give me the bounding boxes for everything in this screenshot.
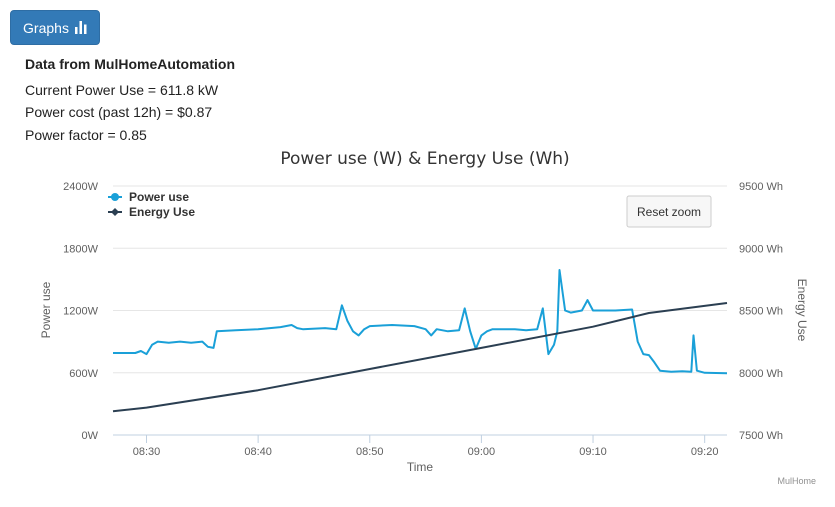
reset-zoom-label: Reset zoom	[637, 205, 701, 219]
legend-label-power-use: Power use	[129, 190, 189, 204]
y-left-tick-label: 0W	[82, 430, 99, 442]
graphs-button-label: Graphs	[23, 19, 69, 36]
y-right-tick-label: 8000 Wh	[739, 368, 783, 380]
x-axis-title: Time	[407, 460, 434, 474]
x-tick-label: 09:10	[579, 446, 607, 458]
power-cost-text: Power cost (past 12h) = $0.87	[25, 104, 213, 120]
y-right-tick-label: 9000 Wh	[739, 243, 783, 255]
chart-legend: Power use Energy Use	[108, 190, 195, 219]
x-tick-label: 09:20	[691, 446, 719, 458]
y-right-tick-label: 7500 Wh	[739, 430, 783, 442]
y-left-axis-title: Power use	[39, 281, 53, 338]
graphs-button[interactable]: Graphs	[10, 10, 100, 45]
reset-zoom-button[interactable]: Reset zoom	[626, 195, 712, 228]
chart-credit[interactable]: MulHome	[777, 476, 816, 486]
y-left-axis: 0W 600W 1200W 1800W 2400W	[63, 181, 98, 442]
power-energy-chart: Power use (W) & Energy Use (Wh) 0W 600W 12…	[39, 149, 816, 486]
y-left-tick-label: 1200W	[63, 306, 98, 318]
y-right-axis-title: Energy Use	[795, 279, 809, 342]
legend-item-energy-use[interactable]: Energy Use	[108, 205, 195, 219]
energy-use-line[interactable]	[112, 302, 728, 413]
y-left-tick-label: 600W	[69, 368, 98, 380]
y-right-tick-label: 9500 Wh	[739, 181, 783, 193]
x-tick-label: 08:30	[133, 446, 161, 458]
data-source-label: Data from MulHomeAutomation	[25, 56, 235, 72]
x-tick-label: 08:40	[244, 446, 272, 458]
legend-label-energy-use: Energy Use	[129, 205, 195, 219]
y-right-axis: 7500 Wh 8000 Wh 8500 Wh 9000 Wh 9500 Wh	[739, 181, 783, 442]
x-tick-label: 09:00	[468, 446, 496, 458]
y-right-tick-label: 8500 Wh	[739, 306, 783, 318]
chart-title: Power use (W) & Energy Use (Wh)	[280, 149, 569, 169]
y-left-tick-label: 2400W	[63, 181, 98, 193]
x-axis: 08:30 08:40 08:50 09:00 09:10 09:20	[113, 434, 727, 458]
power-factor-text: Power factor = 0.85	[25, 127, 147, 143]
current-power-text: Current Power Use = 611.8 kW	[25, 82, 219, 98]
x-tick-label: 08:50	[356, 446, 384, 458]
y-left-tick-label: 1800W	[63, 243, 98, 255]
bar-chart-icon	[74, 21, 87, 34]
legend-item-power-use[interactable]: Power use	[108, 190, 189, 204]
power-use-line[interactable]	[113, 269, 728, 375]
chart-series	[112, 269, 728, 413]
